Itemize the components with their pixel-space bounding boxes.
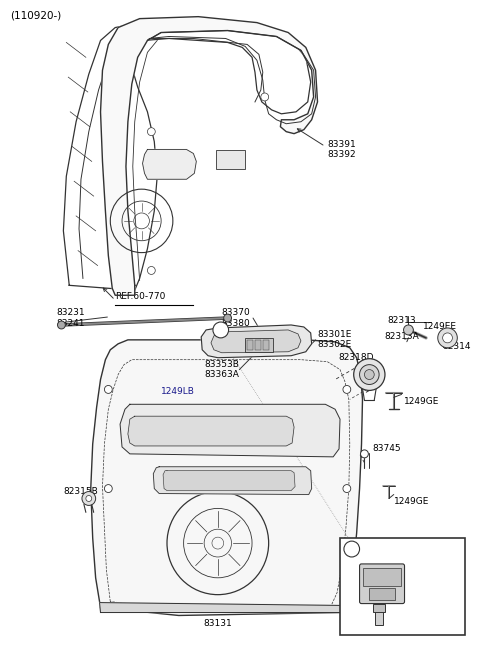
Polygon shape	[143, 149, 196, 179]
Text: 83391
83392: 83391 83392	[327, 140, 356, 159]
Text: REF.60-770: REF.60-770	[115, 292, 166, 302]
Polygon shape	[91, 340, 362, 615]
Circle shape	[105, 485, 112, 492]
Polygon shape	[128, 416, 294, 446]
Polygon shape	[100, 17, 318, 295]
Polygon shape	[120, 404, 340, 457]
Circle shape	[404, 325, 413, 335]
Text: 82313A: 82313A	[384, 332, 419, 341]
Text: a: a	[218, 325, 223, 334]
Bar	[369, 587, 395, 600]
Polygon shape	[99, 602, 351, 613]
Text: 1243AE: 1243AE	[407, 607, 441, 616]
Text: 82313: 82313	[387, 316, 416, 325]
Circle shape	[58, 321, 65, 329]
Text: (110920-): (110920-)	[11, 11, 62, 21]
Text: 1249EE: 1249EE	[423, 322, 457, 331]
Circle shape	[82, 492, 96, 505]
Text: 83353B
83363A: 83353B 83363A	[204, 360, 239, 379]
Polygon shape	[163, 471, 295, 490]
Text: 1249GE: 1249GE	[394, 496, 429, 505]
Circle shape	[364, 369, 374, 380]
Text: 83131: 83131	[204, 619, 232, 628]
Circle shape	[213, 322, 228, 338]
Bar	[340, 538, 465, 635]
Text: a: a	[349, 545, 354, 554]
Circle shape	[360, 365, 379, 384]
Bar	[255, 340, 261, 350]
Bar	[373, 604, 385, 611]
Circle shape	[147, 127, 155, 136]
Circle shape	[354, 358, 385, 390]
Text: 83370
83380: 83370 83380	[222, 308, 251, 327]
FancyBboxPatch shape	[360, 564, 405, 604]
Polygon shape	[201, 325, 312, 358]
Circle shape	[343, 386, 351, 393]
Circle shape	[86, 496, 92, 501]
Circle shape	[438, 328, 457, 348]
Circle shape	[443, 333, 453, 343]
Bar	[375, 609, 383, 626]
Text: 1249GE: 1249GE	[404, 397, 439, 406]
Circle shape	[105, 386, 112, 393]
Text: 82315B: 82315B	[63, 487, 98, 496]
Bar	[216, 149, 245, 170]
Circle shape	[147, 267, 155, 274]
Circle shape	[224, 314, 231, 322]
Text: 93580A: 93580A	[407, 575, 441, 584]
Circle shape	[261, 93, 269, 101]
Circle shape	[344, 541, 360, 557]
Bar	[247, 340, 253, 350]
Text: 83745: 83745	[372, 444, 401, 453]
Text: 82318D: 82318D	[338, 353, 373, 362]
Text: 1249LB: 1249LB	[161, 388, 195, 397]
Bar	[263, 340, 269, 350]
Text: 83231
83241: 83231 83241	[57, 308, 85, 327]
Polygon shape	[211, 330, 301, 353]
Text: 83301E
83302E: 83301E 83302E	[318, 330, 352, 349]
Bar	[245, 338, 273, 352]
Circle shape	[360, 450, 368, 458]
Polygon shape	[153, 466, 312, 494]
Bar	[363, 568, 401, 586]
Circle shape	[343, 485, 351, 492]
Text: 82314: 82314	[443, 342, 471, 351]
